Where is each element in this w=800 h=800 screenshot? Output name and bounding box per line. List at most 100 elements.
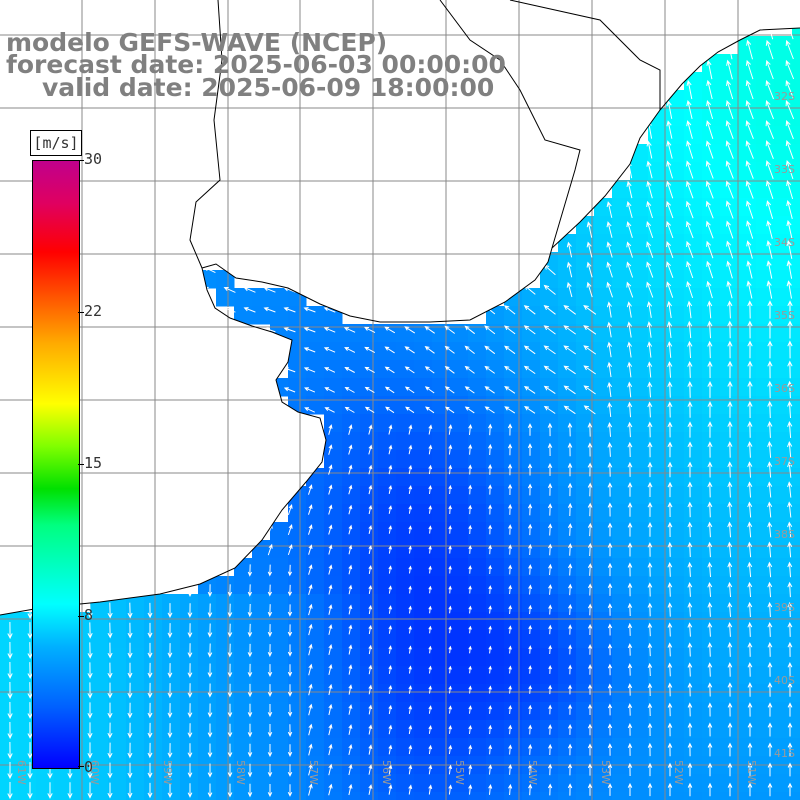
wind-speed-cell [648,522,667,541]
wind-speed-cell [18,702,37,721]
wind-speed-cell [666,234,685,253]
wind-speed-cell [648,540,667,559]
wind-speed-cell [468,792,487,800]
wind-speed-cell [612,216,631,235]
wind-arrow [448,625,452,634]
wind-speed-cell [630,774,649,793]
wind-speed-cell [324,378,343,397]
wind-speed-cell [792,324,800,343]
wind-arrow [745,140,754,159]
longitude-label: 55W [453,760,466,785]
wind-speed-cell [792,360,800,379]
wind-arrow [687,441,693,458]
wind-arrow [787,380,793,399]
wind-speed-cell [252,774,271,793]
wind-speed-cell [684,630,703,649]
wind-arrow [348,783,353,796]
wind-arrow [747,621,753,637]
wind-arrow [725,120,734,139]
wind-speed-cell [648,360,667,379]
wind-speed-cell [378,486,397,505]
wind-speed-cell [378,576,397,595]
wind-speed-cell [486,684,505,703]
wind-speed-cell [702,684,721,703]
wind-speed-cell [234,594,253,613]
wind-speed-cell [612,504,631,523]
wind-arrow [408,744,413,755]
wind-arrow [705,200,714,219]
wind-speed-cell [306,558,325,577]
wind-arrow [568,704,573,715]
wind-arrow [308,683,313,696]
wind-speed-cell [666,576,685,595]
wind-speed-cell [396,792,415,800]
latitude-label: 37S [774,455,795,468]
wind-speed-cell [270,576,289,595]
wind-speed-cell [594,486,613,505]
wind-arrow [247,783,253,798]
wind-arrow [227,703,233,718]
wind-speed-cell [360,720,379,739]
wind-arrow [508,604,512,614]
wind-arrow [468,423,473,435]
wind-arrow [384,326,396,334]
wind-arrow [488,605,492,614]
wind-speed-cell [558,504,577,523]
wind-speed-cell [684,324,703,343]
wind-speed-cell [774,738,793,757]
wind-arrow [747,601,753,618]
wind-arrow [464,365,475,374]
wind-speed-cell [522,450,541,469]
wind-speed-cell [486,468,505,487]
wind-arrow [646,261,654,278]
wind-arrow [747,762,753,777]
wind-speed-cell [774,576,793,595]
wind-speed-cell [432,360,451,379]
border-path [189,0,223,269]
wind-speed-cell [756,648,775,667]
wind-speed-cell [756,792,775,800]
wind-arrow [348,743,353,756]
wind-arrow [647,361,653,378]
wind-speed-cell [486,450,505,469]
wind-arrow [364,386,375,394]
wind-arrow [127,762,133,779]
wind-speed-cell [432,720,451,739]
wind-arrow [527,463,533,476]
wind-speed-cell [180,702,199,721]
wind-speed-cell [252,594,271,613]
wind-arrow [568,664,572,675]
wind-speed-cell [486,774,505,793]
wind-speed-cell [630,648,649,667]
wind-arrow [568,644,572,655]
wind-speed-cell [306,792,325,800]
wind-speed-cell [648,288,667,307]
wind-arrow [27,642,33,660]
wind-speed-cell [324,666,343,685]
wind-speed-cell [450,360,469,379]
wind-arrow [408,764,413,775]
wind-speed-cell [558,540,577,559]
wind-arrow [408,484,413,494]
wind-arrow [707,380,713,398]
wind-arrow [666,120,673,139]
wind-speed-cell [702,162,721,181]
wind-arrow [647,501,653,517]
wind-arrow [468,645,472,654]
wind-speed-cell [198,702,217,721]
wind-arrow [706,260,714,279]
wind-arrow [667,361,673,378]
wind-speed-cell [630,414,649,433]
wind-arrow [428,424,433,435]
wind-arrow [508,645,512,654]
wind-arrow [308,504,313,515]
wind-speed-cell [450,432,469,451]
wind-arrow [388,485,393,495]
wind-arrow [528,763,533,776]
wind-arrow [7,621,13,640]
wind-arrow [468,685,472,694]
wind-speed-cell [792,396,800,415]
wind-speed-cell [450,702,469,721]
wind-arrow [767,782,773,797]
wind-speed-cell [396,540,415,559]
